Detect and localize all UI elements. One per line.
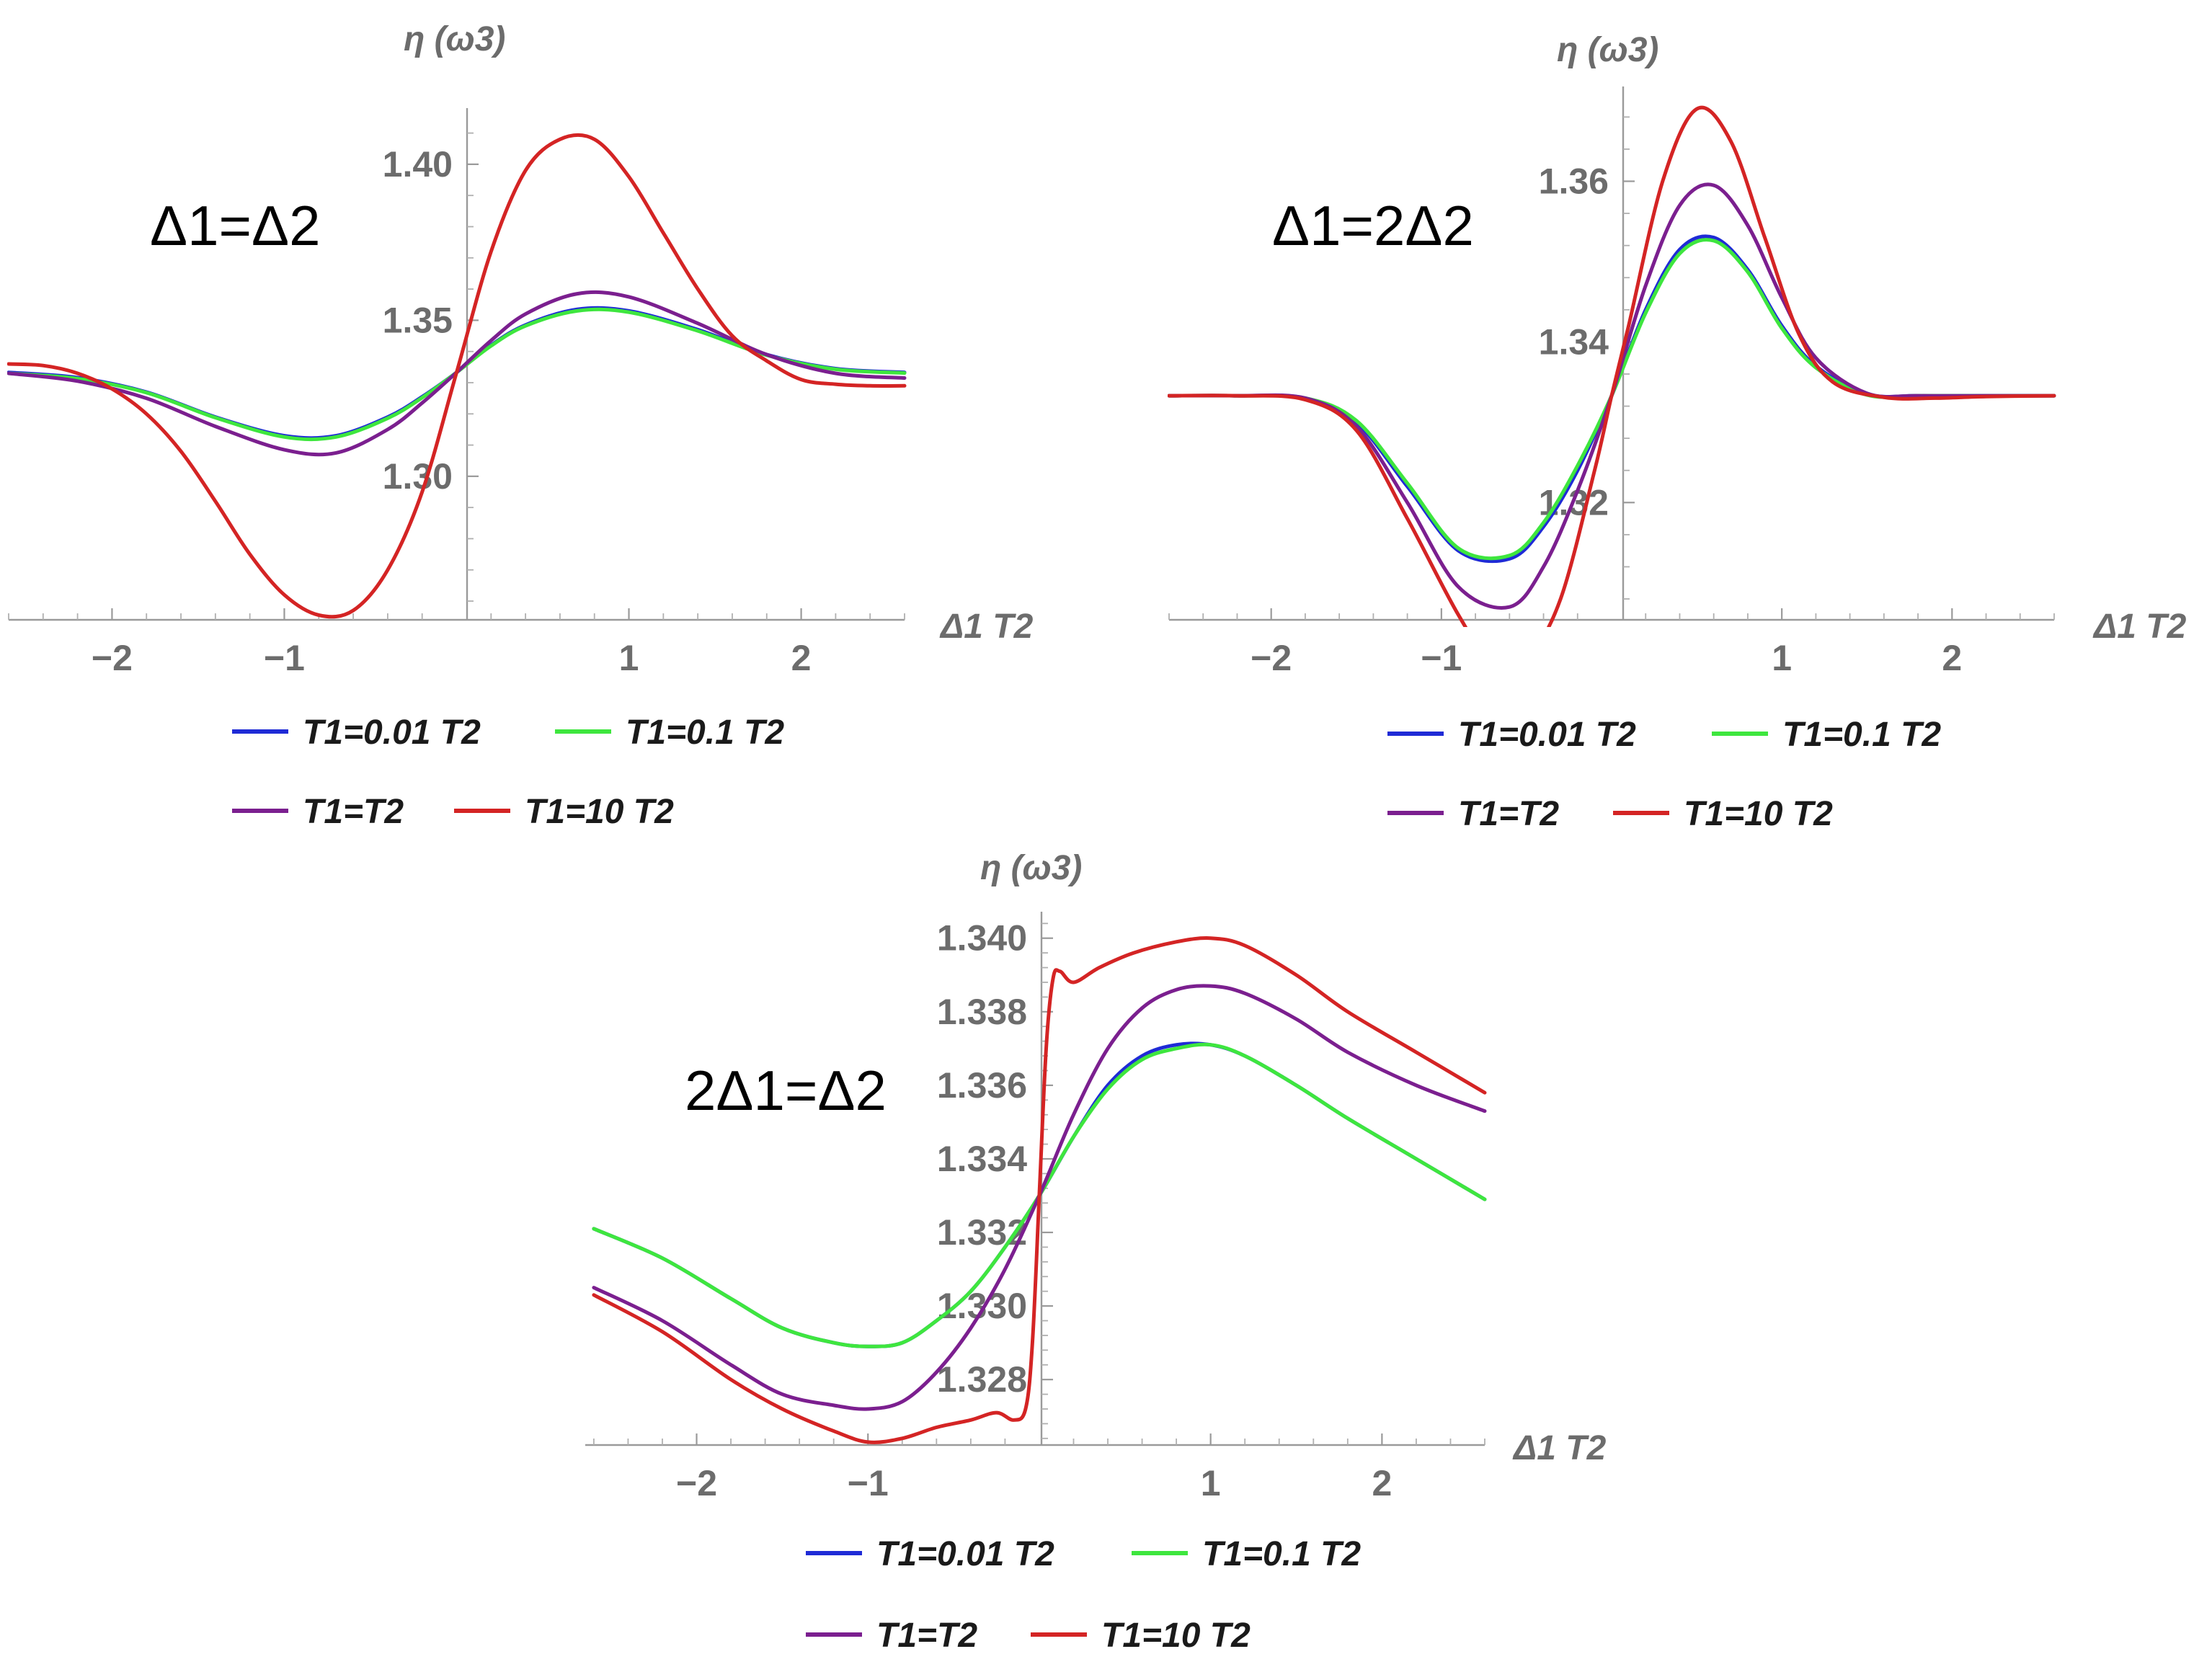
- p3-y-tick-label: 1.338: [937, 992, 1027, 1032]
- p3-x-tick-label: 2: [1372, 1463, 1392, 1503]
- panel-1-legend-label-3: T1=10 T2: [525, 793, 674, 831]
- p2-x-tick-label: −1: [1421, 638, 1462, 678]
- p3-y-tick-label: 1.328: [937, 1359, 1027, 1400]
- p1-series-3-line: [7, 133, 907, 619]
- p3-x-tick-label: 1: [1201, 1463, 1221, 1503]
- panel-3: −2 −1 1 2 1.328 1.330 1.332 1.334 1.336 1.338 1.34…: [585, 849, 1607, 1655]
- panel-1-x-axis-title: Δ1 T2: [939, 608, 1034, 646]
- panel-2-axes: −2 −1 1 21.321.341.36: [1168, 86, 2055, 678]
- p1-x-tick-label: 2: [791, 638, 812, 678]
- p3-y-tick-label: 1.336: [937, 1065, 1027, 1106]
- panel-3-legend-label-3: T1=10 T2: [1101, 1617, 1251, 1655]
- panel-1-legend: T1=0.01 T2 T1=0.1 T2 T1=T2 T1=10 T2: [232, 714, 784, 831]
- p1-y-tick-label: 1.30: [383, 456, 453, 497]
- panel-3-legend: T1=0.01 T2 T1=0.1 T2 T1=T2 T1=10 T2: [806, 1535, 1361, 1655]
- p2-x-tick-label: 1: [1772, 638, 1792, 678]
- p3-y-tick-label: 1.332: [937, 1212, 1027, 1253]
- panel-2-legend-label-0: T1=0.01 T2: [1458, 716, 1636, 754]
- p1-y-tick-label: 1.35: [383, 300, 453, 340]
- panel-3-annotation: 2Δ1=Δ2: [685, 1059, 887, 1122]
- p3-y-tick-label: 1.330: [937, 1286, 1027, 1326]
- p2-y-tick-label: 1.34: [1539, 321, 1609, 362]
- p1-x-tick-label: 1: [619, 638, 639, 678]
- p1-x-tick-label: −2: [92, 638, 133, 678]
- panel-2-annotation: Δ1=2Δ2: [1272, 194, 1474, 257]
- panel-3-x-axis-title: Δ1 T2: [1512, 1429, 1607, 1467]
- p3-x-tick-label: −2: [676, 1463, 717, 1503]
- panel-1-legend-label-0: T1=0.01 T2: [303, 714, 481, 752]
- p1-x-tick-label: −1: [264, 638, 305, 678]
- panel-3-legend-label-1: T1=0.1 T2: [1202, 1535, 1361, 1573]
- panel-2-curves: [1168, 105, 2056, 627]
- panel-2-legend: T1=0.01 T2 T1=0.1 T2 T1=T2 T1=10 T2: [1387, 716, 1941, 833]
- panel-2-legend-label-2: T1=T2: [1458, 795, 1559, 833]
- panel-2-legend-label-1: T1=0.1 T2: [1782, 716, 1941, 754]
- p3-series-3-line: [592, 936, 1487, 1444]
- panel-1-curves: [7, 133, 907, 619]
- p2-series-3-line: [1168, 105, 2056, 627]
- panel-1-axes: −2 −1 1 2 1.30 1.35 1.40: [8, 108, 905, 678]
- panel-3-curves: [592, 936, 1487, 1444]
- panel-2: −2 −1 1 21.321.341.36 Δ1=2Δ2 η (ω3) Δ1 T2 T…: [1168, 31, 2187, 833]
- p3-y-tick-label: 1.334: [937, 1139, 1027, 1179]
- p3-y-tick-label: 1.340: [937, 918, 1027, 959]
- panel-1-y-axis-title: η (ω3): [404, 20, 505, 58]
- p1-y-tick-label: 1.40: [383, 144, 453, 185]
- p2-x-tick-label: 2: [1942, 638, 1962, 678]
- panel-1: −2 −1 1 2 1.30 1.35 1.40 Δ1=Δ2 η (ω3) Δ1 T2 T1…: [7, 20, 1034, 831]
- panel-1-legend-label-1: T1=0.1 T2: [626, 714, 784, 752]
- panel-3-legend-label-0: T1=0.01 T2: [876, 1535, 1054, 1573]
- p2-y-tick-label: 1.36: [1539, 161, 1609, 202]
- panel-2-y-axis-title: η (ω3): [1557, 31, 1658, 69]
- panel-1-legend-label-2: T1=T2: [303, 793, 404, 831]
- panel-2-x-axis-title: Δ1 T2: [2092, 608, 2187, 646]
- p2-x-tick-label: −2: [1251, 638, 1292, 678]
- panel-2-legend-label-3: T1=10 T2: [1684, 795, 1833, 833]
- p3-x-tick-label: −1: [848, 1463, 889, 1503]
- panel-3-y-axis-title: η (ω3): [980, 849, 1082, 887]
- panel-1-annotation: Δ1=Δ2: [150, 194, 321, 257]
- panel-3-legend-label-2: T1=T2: [876, 1617, 977, 1655]
